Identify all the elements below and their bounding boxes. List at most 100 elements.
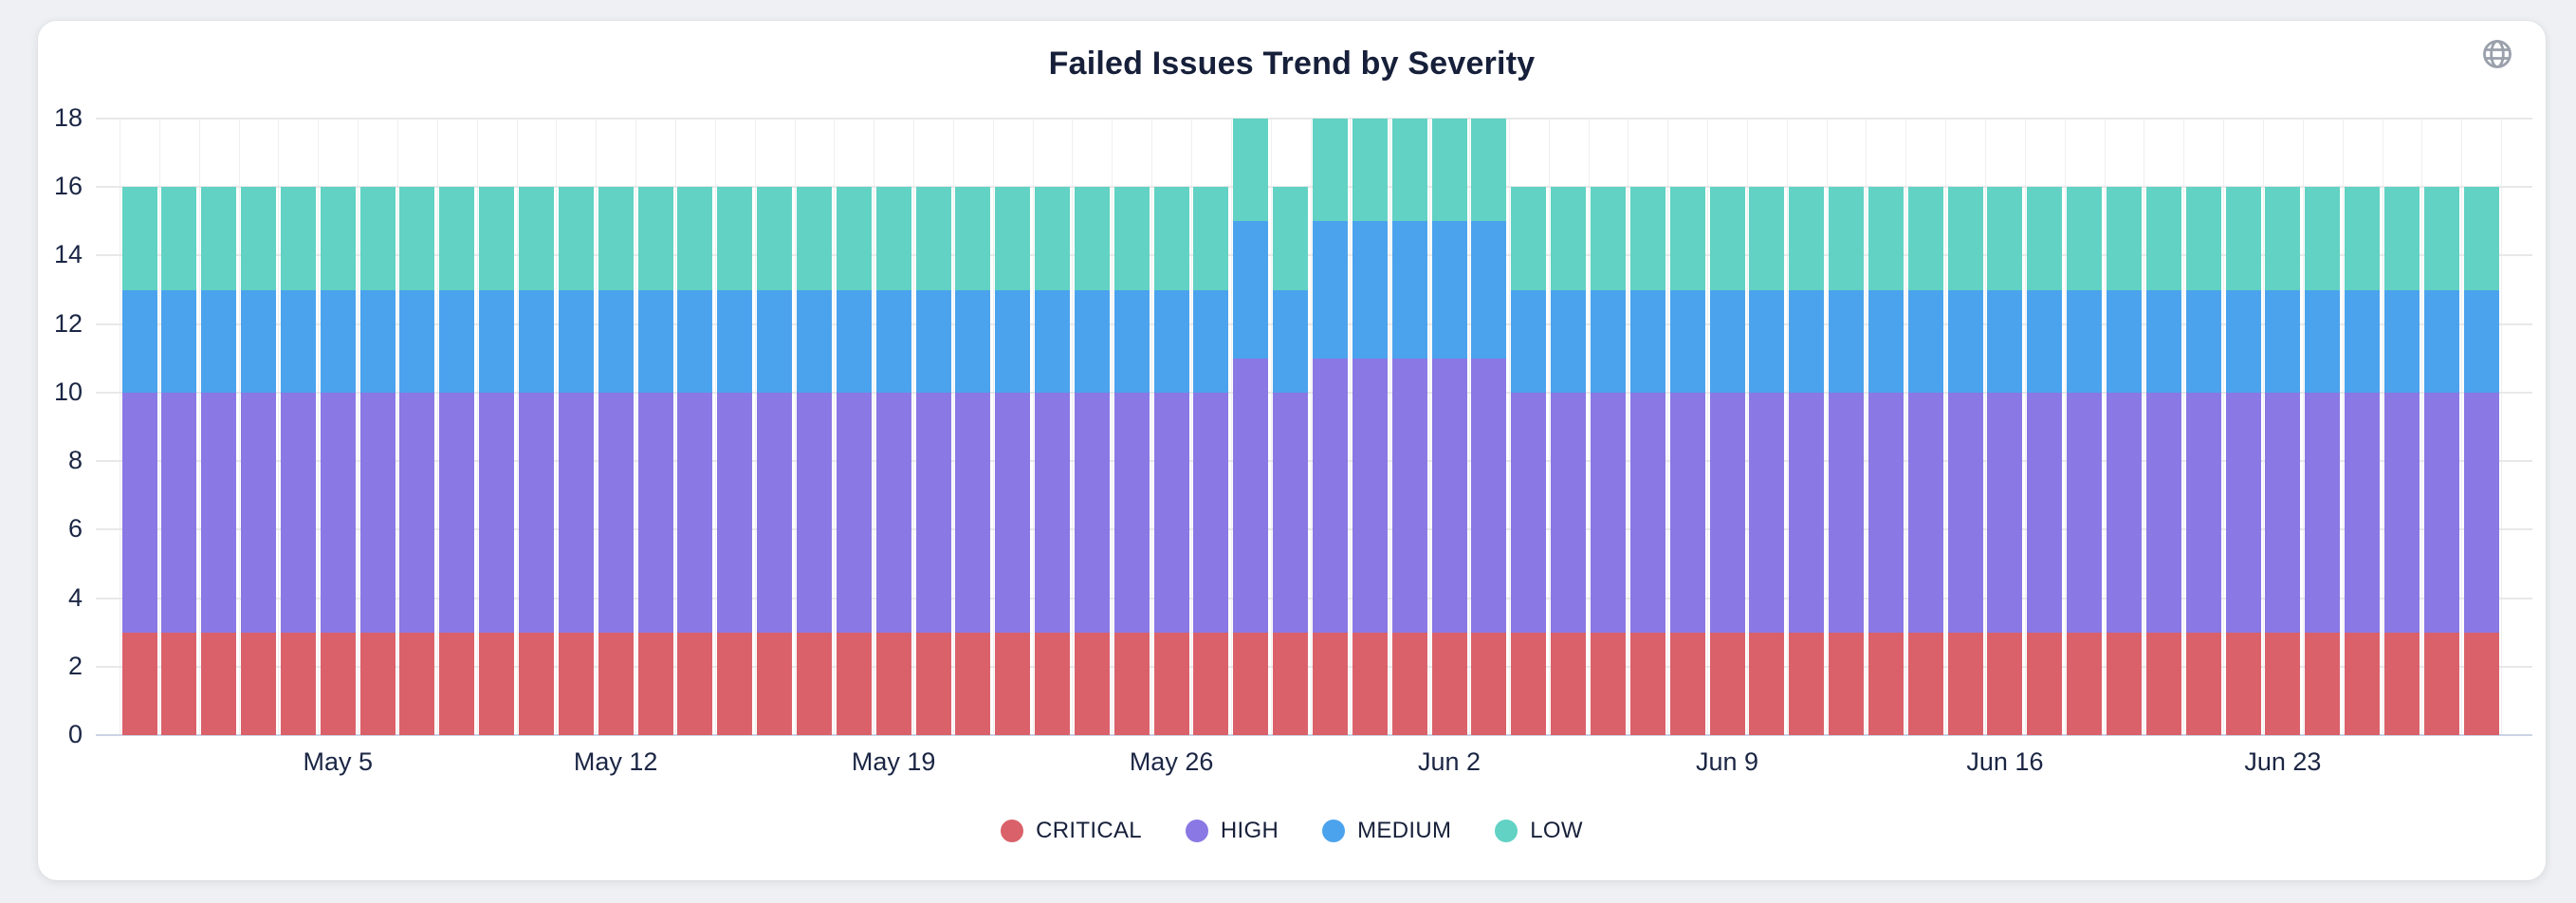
bar-segment-medium-apr-30[interactable]: [121, 289, 157, 393]
bar-segment-high-jun-6[interactable]: [1590, 392, 1626, 633]
bar-segment-low-apr-30[interactable]: [121, 187, 157, 290]
bar-segment-critical-jun-21[interactable]: [2185, 632, 2221, 735]
bar-segment-medium-may-12[interactable]: [598, 289, 634, 393]
bar-segment-low-may-16[interactable]: [757, 187, 793, 290]
bar-segment-critical-may-23[interactable]: [1035, 632, 1071, 735]
bar-segment-high-apr-30[interactable]: [121, 392, 157, 633]
bar-segment-high-jun-8[interactable]: [1669, 392, 1705, 633]
bar-segment-medium-jun-9[interactable]: [1709, 289, 1745, 393]
bar-segment-critical-may-11[interactable]: [558, 632, 594, 735]
bar-segment-critical-may-18[interactable]: [836, 632, 872, 735]
bar-segment-medium-may-31[interactable]: [1352, 221, 1388, 359]
bar-segment-low-jun-10[interactable]: [1749, 187, 1785, 290]
bar-segment-medium-may-4[interactable]: [280, 289, 316, 393]
bar-segment-high-jun-5[interactable]: [1551, 392, 1587, 633]
bar-segment-critical-jun-10[interactable]: [1749, 632, 1785, 735]
bar-segment-critical-jun-16[interactable]: [1987, 632, 2023, 735]
bar-segment-low-may-9[interactable]: [479, 187, 515, 290]
bar-segment-low-may-23[interactable]: [1035, 187, 1071, 290]
bar-segment-medium-may-18[interactable]: [836, 289, 872, 393]
bar-segment-high-may-6[interactable]: [359, 392, 396, 633]
bar-segment-critical-jun-26[interactable]: [2383, 632, 2420, 735]
bar-segment-low-jun-11[interactable]: [1789, 187, 1825, 290]
bar-segment-high-may-5[interactable]: [320, 392, 356, 633]
bar-segment-critical-may-3[interactable]: [241, 632, 277, 735]
bar-segment-medium-jun-22[interactable]: [2225, 289, 2261, 393]
bar-segment-critical-may-4[interactable]: [280, 632, 316, 735]
bar-segment-high-may-26[interactable]: [1153, 392, 1189, 633]
bar-segment-medium-may-1[interactable]: [161, 289, 197, 393]
bar-segment-high-jun-10[interactable]: [1749, 392, 1785, 633]
legend-item-medium[interactable]: MEDIUM: [1322, 818, 1451, 844]
bar-segment-medium-may-26[interactable]: [1153, 289, 1189, 393]
bar-segment-low-may-5[interactable]: [320, 187, 356, 290]
bar-segment-high-may-13[interactable]: [637, 392, 673, 633]
bar-segment-high-jun-25[interactable]: [2345, 392, 2381, 633]
bar-segment-critical-may-27[interactable]: [1193, 632, 1229, 735]
bar-segment-critical-may-16[interactable]: [757, 632, 793, 735]
bar-segment-low-jun-6[interactable]: [1590, 187, 1626, 290]
bar-segment-high-jun-14[interactable]: [1907, 392, 1943, 633]
bar-segment-medium-may-27[interactable]: [1193, 289, 1229, 393]
bar-segment-high-may-20[interactable]: [915, 392, 951, 633]
bar-segment-high-jun-26[interactable]: [2383, 392, 2420, 633]
bar-segment-low-may-11[interactable]: [558, 187, 594, 290]
bar-segment-medium-jun-20[interactable]: [2145, 289, 2181, 393]
bar-segment-critical-jun-11[interactable]: [1789, 632, 1825, 735]
bar-segment-low-may-3[interactable]: [241, 187, 277, 290]
bar-segment-medium-jun-4[interactable]: [1511, 289, 1547, 393]
bar-segment-high-may-15[interactable]: [717, 392, 753, 633]
bar-segment-high-may-30[interactable]: [1313, 358, 1348, 633]
bar-segment-critical-may-22[interactable]: [995, 632, 1031, 735]
globe-icon[interactable]: [2480, 37, 2514, 71]
bar-segment-high-jun-7[interactable]: [1629, 392, 1665, 633]
bar-segment-low-jun-4[interactable]: [1511, 187, 1547, 290]
bar-segment-medium-may-24[interactable]: [1074, 289, 1110, 393]
bar-segment-low-jun-14[interactable]: [1907, 187, 1943, 290]
bar-segment-low-may-7[interactable]: [399, 187, 435, 290]
bar-segment-medium-may-29[interactable]: [1273, 289, 1309, 393]
bar-segment-high-jun-22[interactable]: [2225, 392, 2261, 633]
legend-item-low[interactable]: LOW: [1495, 818, 1583, 844]
bar-segment-medium-jun-10[interactable]: [1749, 289, 1785, 393]
bar-segment-low-jun-13[interactable]: [1868, 187, 1904, 290]
bar-segment-medium-may-17[interactable]: [796, 289, 832, 393]
bar-segment-critical-jun-18[interactable]: [2067, 632, 2103, 735]
bar-segment-low-jun-25[interactable]: [2345, 187, 2381, 290]
bar-segment-critical-may-13[interactable]: [637, 632, 673, 735]
bar-segment-medium-may-16[interactable]: [757, 289, 793, 393]
bar-segment-medium-jun-6[interactable]: [1590, 289, 1626, 393]
bar-segment-critical-may-6[interactable]: [359, 632, 396, 735]
bar-segment-low-jun-8[interactable]: [1669, 187, 1705, 290]
bar-segment-high-may-25[interactable]: [1113, 392, 1150, 633]
bar-segment-critical-jun-12[interactable]: [1829, 632, 1865, 735]
bar-segment-medium-jun-7[interactable]: [1629, 289, 1665, 393]
bar-segment-critical-jun-6[interactable]: [1590, 632, 1626, 735]
bar-segment-medium-jun-17[interactable]: [2027, 289, 2063, 393]
bar-segment-low-may-10[interactable]: [519, 187, 554, 290]
bar-segment-medium-may-21[interactable]: [955, 289, 991, 393]
bar-segment-critical-jun-15[interactable]: [1947, 632, 1983, 735]
bar-segment-critical-may-31[interactable]: [1352, 632, 1388, 735]
bar-segment-low-may-18[interactable]: [836, 187, 872, 290]
bar-segment-critical-jun-23[interactable]: [2265, 632, 2301, 735]
bar-segment-high-may-10[interactable]: [519, 392, 554, 633]
bar-segment-critical-jun-25[interactable]: [2345, 632, 2381, 735]
bar-segment-critical-may-21[interactable]: [955, 632, 991, 735]
bar-segment-low-may-20[interactable]: [915, 187, 951, 290]
bar-segment-high-may-17[interactable]: [796, 392, 832, 633]
bar-segment-low-may-8[interactable]: [439, 187, 475, 290]
bar-segment-medium-may-2[interactable]: [201, 289, 237, 393]
bar-segment-critical-may-2[interactable]: [201, 632, 237, 735]
bar-segment-high-jun-16[interactable]: [1987, 392, 2023, 633]
bar-segment-high-may-1[interactable]: [161, 392, 197, 633]
bar-segment-medium-may-30[interactable]: [1313, 221, 1348, 359]
bar-segment-low-jun-27[interactable]: [2423, 187, 2459, 290]
bar-segment-high-jun-19[interactable]: [2107, 392, 2142, 633]
bar-segment-high-jun-23[interactable]: [2265, 392, 2301, 633]
bar-segment-medium-jun-13[interactable]: [1868, 289, 1904, 393]
bar-segment-medium-may-13[interactable]: [637, 289, 673, 393]
bar-segment-critical-may-10[interactable]: [519, 632, 554, 735]
bar-segment-low-jun-19[interactable]: [2107, 187, 2142, 290]
bar-segment-medium-may-15[interactable]: [717, 289, 753, 393]
